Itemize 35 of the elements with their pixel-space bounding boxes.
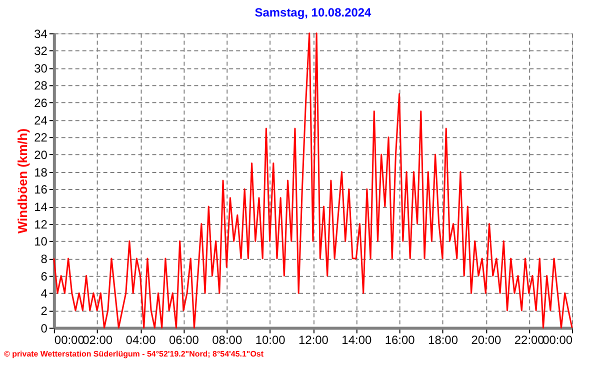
x-tick-label: 16:00 <box>384 333 416 348</box>
x-tick-label: 04:00 <box>126 333 156 348</box>
y-tick-label: 28 <box>34 78 48 93</box>
y-tick-label: 16 <box>34 182 48 197</box>
y-tick-label: 14 <box>34 200 48 214</box>
line-series <box>53 32 573 329</box>
x-tick-label: 18:00 <box>428 333 458 348</box>
x-tick-label: 06:00 <box>168 333 200 348</box>
y-tick-label: 6 <box>40 269 48 284</box>
x-tick-label: 14:00 <box>342 333 372 348</box>
x-tick-label: 20:00 <box>471 333 502 348</box>
y-tick-label: 34 <box>34 26 48 41</box>
text: © private Wetterstation Süderlügum - 54°52'19.2"Nord; 8°54'45.1"Ost <box>4 350 264 359</box>
y-tick-label: 24 <box>34 113 48 128</box>
y-tick-label: 10 <box>34 234 48 249</box>
y-tick-label: 4 <box>40 286 48 301</box>
x-tick-label: 00:00 <box>54 333 85 348</box>
x-tick-label: 12:00 <box>298 333 329 348</box>
y-tick-label: 22 <box>34 130 48 145</box>
y-tick-label: 26 <box>34 96 48 110</box>
x-tick-label: 00:00 <box>542 333 573 348</box>
y-tick-label: 2 <box>40 304 48 318</box>
y-tick-label: 18 <box>34 165 48 180</box>
y-tick-label: 12 <box>34 217 48 232</box>
y-tick-label: 0 <box>40 321 48 336</box>
y-tick-label: 8 <box>40 252 48 266</box>
x-tick-label: 02:00 <box>82 333 113 348</box>
x-tick-label: 22:00 <box>514 333 545 348</box>
x-tick-label: 08:00 <box>212 333 242 348</box>
y-axis-title: Windböen (km/h) <box>15 128 30 234</box>
y-tick-label: 20 <box>34 148 48 162</box>
x-tick-label: 10:00 <box>255 333 286 348</box>
y-tick-label: 30 <box>34 61 48 76</box>
chart-title: Samstag, 10.08.2024 <box>254 5 372 20</box>
y-tick-label: 32 <box>34 44 48 58</box>
